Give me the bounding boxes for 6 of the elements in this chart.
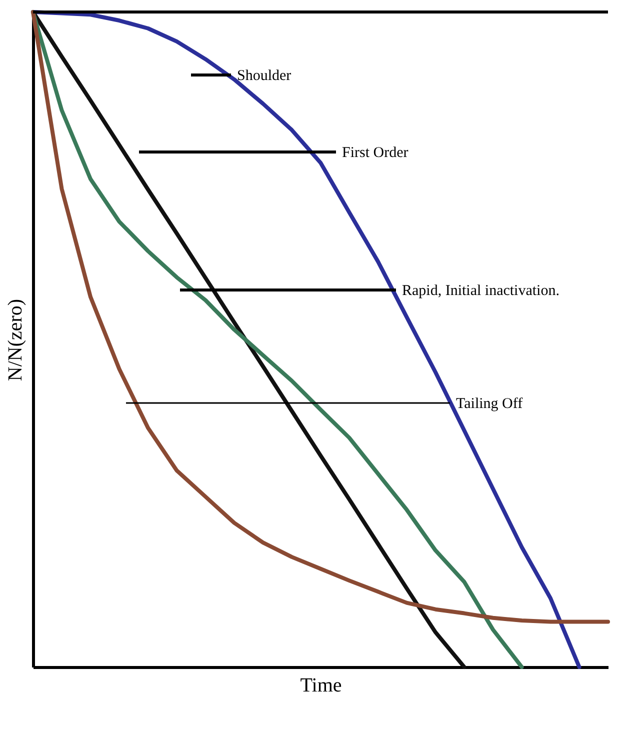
x-axis-title: Time: [300, 674, 342, 696]
y-axis-title: N/N(zero): [4, 298, 26, 382]
annotation: Tailing Off: [456, 396, 523, 412]
annotation: First Order: [342, 145, 408, 161]
annotation: Rapid, Initial inactivation.: [402, 283, 560, 299]
annotation: Shoulder: [237, 68, 292, 84]
